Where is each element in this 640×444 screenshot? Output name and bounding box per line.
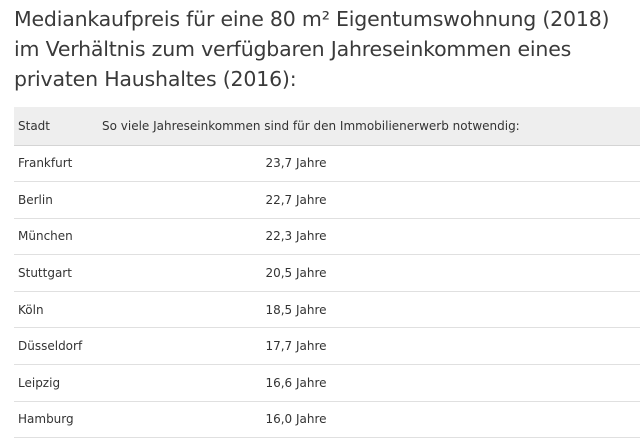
years-cell: 22,7 Jahre (265, 192, 327, 207)
table-row: Köln 18,5 Jahre (14, 291, 640, 328)
city-cell: Hamburg (18, 412, 74, 427)
city-cell: Düsseldorf (18, 339, 83, 354)
years-cell: 16,6 Jahre (265, 375, 327, 390)
city-cell: Stuttgart (18, 266, 72, 281)
table-row: Frankfurt 23,7 Jahre (14, 145, 640, 182)
table-row: Hamburg 16,0 Jahre (14, 401, 640, 438)
city-cell: Berlin (18, 192, 53, 207)
years-cell: 20,5 Jahre (265, 266, 327, 281)
city-cell: Frankfurt (18, 156, 73, 171)
table-row: Stuttgart 20,5 Jahre (14, 255, 640, 292)
years-cell: 23,7 Jahre (265, 156, 327, 171)
years-cell: 18,5 Jahre (265, 302, 327, 317)
city-cell: München (18, 229, 73, 244)
column-header-years: So viele Jahreseinkommen sind für den Im… (102, 118, 520, 133)
years-cell: 16,0 Jahre (265, 412, 327, 427)
table-row: Berlin 22,7 Jahre (14, 182, 640, 219)
table-row: München 22,3 Jahre (14, 218, 640, 255)
page-title: Mediankaufpreis für eine 80 m² Eigentums… (14, 7, 610, 91)
rent-ratio-table: Stadt So viele Jahreseinkommen sind für … (14, 107, 640, 438)
city-cell: Köln (18, 302, 44, 317)
table-row: Leipzig 16,6 Jahre (14, 365, 640, 402)
years-cell: 22,3 Jahre (265, 229, 327, 244)
years-cell: 17,7 Jahre (265, 339, 327, 354)
column-header-city: Stadt (18, 118, 50, 133)
table-header-row: Stadt So viele Jahreseinkommen sind für … (14, 107, 640, 145)
table-row: Düsseldorf 17,7 Jahre (14, 328, 640, 365)
city-cell: Leipzig (18, 375, 61, 390)
